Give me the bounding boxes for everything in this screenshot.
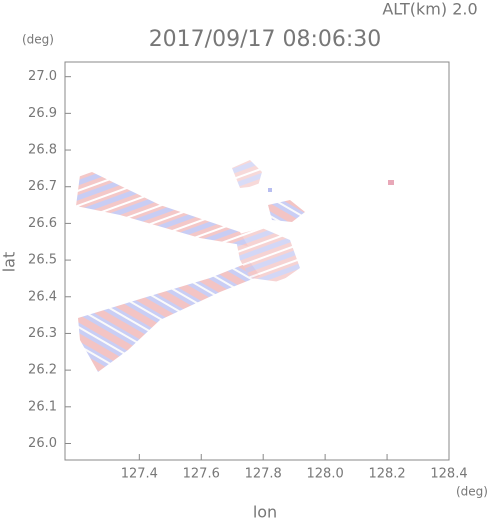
radar-echo — [78, 262, 260, 372]
chart-title: 2017/09/17 08:06:30 — [149, 27, 382, 52]
y-tick-label: 26.9 — [28, 106, 57, 121]
x-tick-label: 128.4 — [430, 467, 467, 482]
radar-echo — [268, 188, 272, 192]
y-tick-label: 27.0 — [28, 69, 57, 84]
plot-frame — [64, 61, 450, 461]
y-tick-label: 26.6 — [28, 216, 57, 231]
x-tick-label: 127.8 — [245, 467, 282, 482]
radar-echo — [388, 180, 394, 185]
x-unit: (deg) — [456, 485, 488, 499]
x-axis-label: lon — [253, 503, 277, 522]
radar-field — [76, 160, 394, 372]
x-tick-label: 128.2 — [368, 467, 405, 482]
x-tick-label: 127.4 — [121, 467, 158, 482]
y-axis-label: lat — [0, 252, 19, 273]
y-tick-label: 26.2 — [28, 363, 57, 378]
radar-echo — [268, 200, 305, 222]
y-unit: (deg) — [22, 33, 54, 47]
radar-echo — [232, 160, 262, 188]
subtitle: ALT(km) 2.0 — [382, 0, 477, 19]
y-tick-label: 26.8 — [28, 143, 57, 158]
y-tick-label: 26.7 — [28, 179, 57, 194]
y-tick-label: 26.3 — [28, 326, 57, 341]
y-tick-label: 26.4 — [28, 289, 57, 304]
y-tick-label: 26.0 — [28, 436, 57, 451]
y-tick-label: 26.5 — [28, 253, 57, 268]
radar-echo — [76, 172, 248, 246]
x-tick-label: 127.6 — [183, 467, 220, 482]
radar-echo — [235, 228, 300, 282]
x-tick-label: 128.0 — [307, 467, 344, 482]
y-tick-label: 26.1 — [28, 399, 57, 414]
